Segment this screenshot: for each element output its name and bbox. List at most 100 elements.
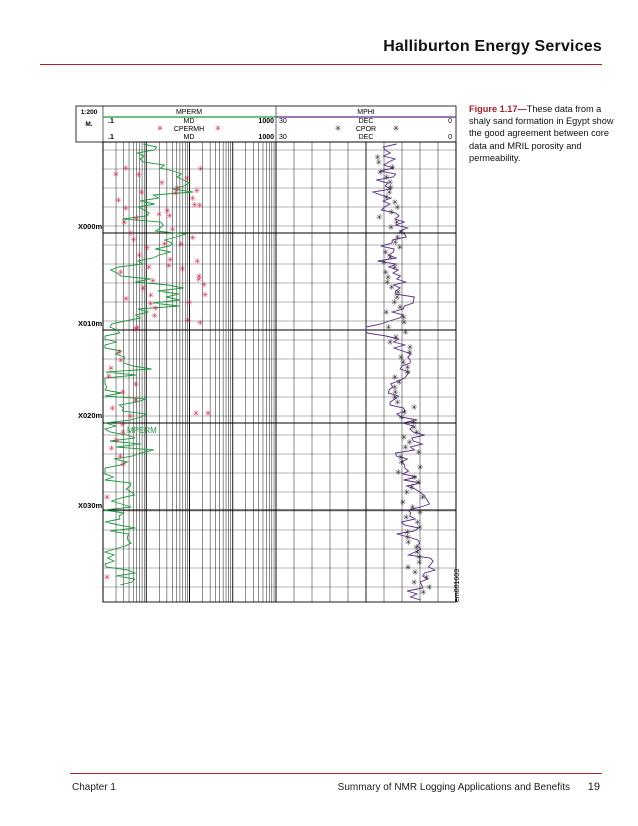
cperm-header-star-left: ✳ <box>157 124 164 133</box>
cpor-core-point: ✳ <box>396 378 403 387</box>
cperm-core-point: ✳ <box>105 372 112 381</box>
cpor-core-point: ✳ <box>402 443 409 452</box>
cpor-core-point: ✳ <box>382 268 389 277</box>
cperm-core-point: ✳ <box>179 264 186 273</box>
cperm-header-unit: MD <box>184 134 195 141</box>
cpor-core-point: ✳ <box>405 563 412 572</box>
cpor-core-point: ✳ <box>413 428 420 437</box>
cpor-core-point: ✳ <box>374 153 381 162</box>
cpor-core-point: ✳ <box>404 533 411 542</box>
header-rule <box>40 64 602 65</box>
cperm-core-point: ✳ <box>108 364 115 373</box>
cpor-core-point: ✳ <box>388 223 395 232</box>
cperm-core-point: ✳ <box>165 261 172 270</box>
cperm-core-point: ✳ <box>109 404 116 413</box>
cpor-core-point: ✳ <box>397 303 404 312</box>
cpor-header-star-left: ✳ <box>335 124 342 133</box>
caption-figure-number: Figure 1.17— <box>469 104 527 114</box>
cpor-core-point: ✳ <box>414 518 421 527</box>
cperm-core-point: ✳ <box>156 210 163 219</box>
cperm-core-point: ✳ <box>117 268 124 277</box>
cpor-core-point: ✳ <box>384 278 391 287</box>
log-scale: 1:200 <box>81 109 98 116</box>
cperm-core-point: ✳ <box>108 444 115 453</box>
cpor-core-point: ✳ <box>392 388 399 397</box>
cpor-core-point: ✳ <box>413 543 420 552</box>
cpor-core-point: ✳ <box>391 263 398 272</box>
cpor-core-point: ✳ <box>391 298 398 307</box>
cperm-core-point: ✳ <box>172 189 179 198</box>
cperm-core-point: ✳ <box>167 255 174 264</box>
cpor-core-point: ✳ <box>404 363 411 372</box>
cpor-core-point: ✳ <box>415 478 422 487</box>
cperm-core-point: ✳ <box>136 251 143 260</box>
cperm-core-point: ✳ <box>194 257 201 266</box>
caption-text: These data from a shaly sand formation i… <box>469 104 614 163</box>
cpor-core-point: ✳ <box>400 358 407 367</box>
cpor-core-point: ✳ <box>395 468 402 477</box>
cpor-core-point: ✳ <box>375 158 382 167</box>
cperm-core-point: ✳ <box>147 291 154 300</box>
cpor-core-point: ✳ <box>404 528 411 537</box>
cpor-core-point: ✳ <box>377 168 384 177</box>
log-body-frame <box>102 141 457 603</box>
cpor-core-point: ✳ <box>396 243 403 252</box>
cpor-core-point: ✳ <box>385 323 392 332</box>
figure-caption: Figure 1.17—These data from a shaly sand… <box>469 103 614 164</box>
cpor-core-point: ✳ <box>410 418 417 427</box>
cperm-core-point: ✳ <box>196 272 203 281</box>
cpor-core-point: ✳ <box>411 423 418 432</box>
cpor-core-point: ✳ <box>382 248 389 257</box>
depth-label-x020: X020m <box>78 411 103 420</box>
mperm-header-max: 1000 <box>258 118 274 125</box>
cperm-core-point: ✳ <box>189 233 196 242</box>
cperm-core-point: ✳ <box>150 277 157 286</box>
cperm-core-point: ✳ <box>132 325 139 334</box>
cperm-core-point: ✳ <box>117 452 124 461</box>
cpor-core-point: ✳ <box>386 188 393 197</box>
cperm-core-point: ✳ <box>151 312 158 321</box>
cperm-core-point: ✳ <box>121 218 128 227</box>
cpor-core-point: ✳ <box>412 568 419 577</box>
cpor-header-right: 0 <box>448 134 452 141</box>
cpor-header-name: CPOR <box>356 126 376 133</box>
cpor-core-point: ✳ <box>388 283 395 292</box>
cperm-core-point: ✳ <box>191 201 198 210</box>
cpor-core-point: ✳ <box>404 368 411 377</box>
cperm-core-point: ✳ <box>134 324 141 333</box>
page-header-title: Halliburton Energy Services <box>383 38 602 55</box>
cpor-core-point: ✳ <box>391 383 398 392</box>
footer-rule <box>70 773 602 774</box>
cperm-core-point: ✳ <box>123 294 130 303</box>
cperm-core-point: ✳ <box>122 204 129 213</box>
cpor-core-point: ✳ <box>398 458 405 467</box>
cpor-core-point: ✳ <box>394 203 401 212</box>
cperm-core-point: ✳ <box>140 284 147 293</box>
cperm-core-point: ✳ <box>138 188 145 197</box>
cpor-core-point: ✳ <box>400 313 407 322</box>
cperm-core-point: ✳ <box>119 420 126 429</box>
cperm-core-point: ✳ <box>130 235 137 244</box>
cperm-core-point: ✳ <box>118 356 125 365</box>
cperm-core-point: ✳ <box>185 316 192 325</box>
cpor-core-point: ✳ <box>381 258 388 267</box>
cpor-header-left: 30 <box>279 134 287 141</box>
cperm-core-point: ✳ <box>120 428 127 437</box>
cpor-core-point: ✳ <box>401 318 408 327</box>
cpor-core-point: ✳ <box>383 308 390 317</box>
cpor-core-point: ✳ <box>409 503 416 512</box>
cperm-core-point: ✳ <box>113 436 120 445</box>
cperm-core-point: ✳ <box>189 194 196 203</box>
cpor-core-point: ✳ <box>416 558 423 567</box>
cperm-core-point: ✳ <box>174 184 181 193</box>
cpor-core-point: ✳ <box>403 513 410 522</box>
footer-chapter: Chapter 1 <box>72 782 116 793</box>
cpor-core-point: ✳ <box>405 538 412 547</box>
cpor-core-point: ✳ <box>383 193 390 202</box>
cperm-header-name: CPERMH <box>174 126 204 133</box>
mperm-in-track-label: MPERM <box>127 426 157 435</box>
cperm-header-star-right: ✳ <box>215 124 222 133</box>
cperm-core-point: ✳ <box>161 239 168 248</box>
cpor-core-point: ✳ <box>401 433 408 442</box>
